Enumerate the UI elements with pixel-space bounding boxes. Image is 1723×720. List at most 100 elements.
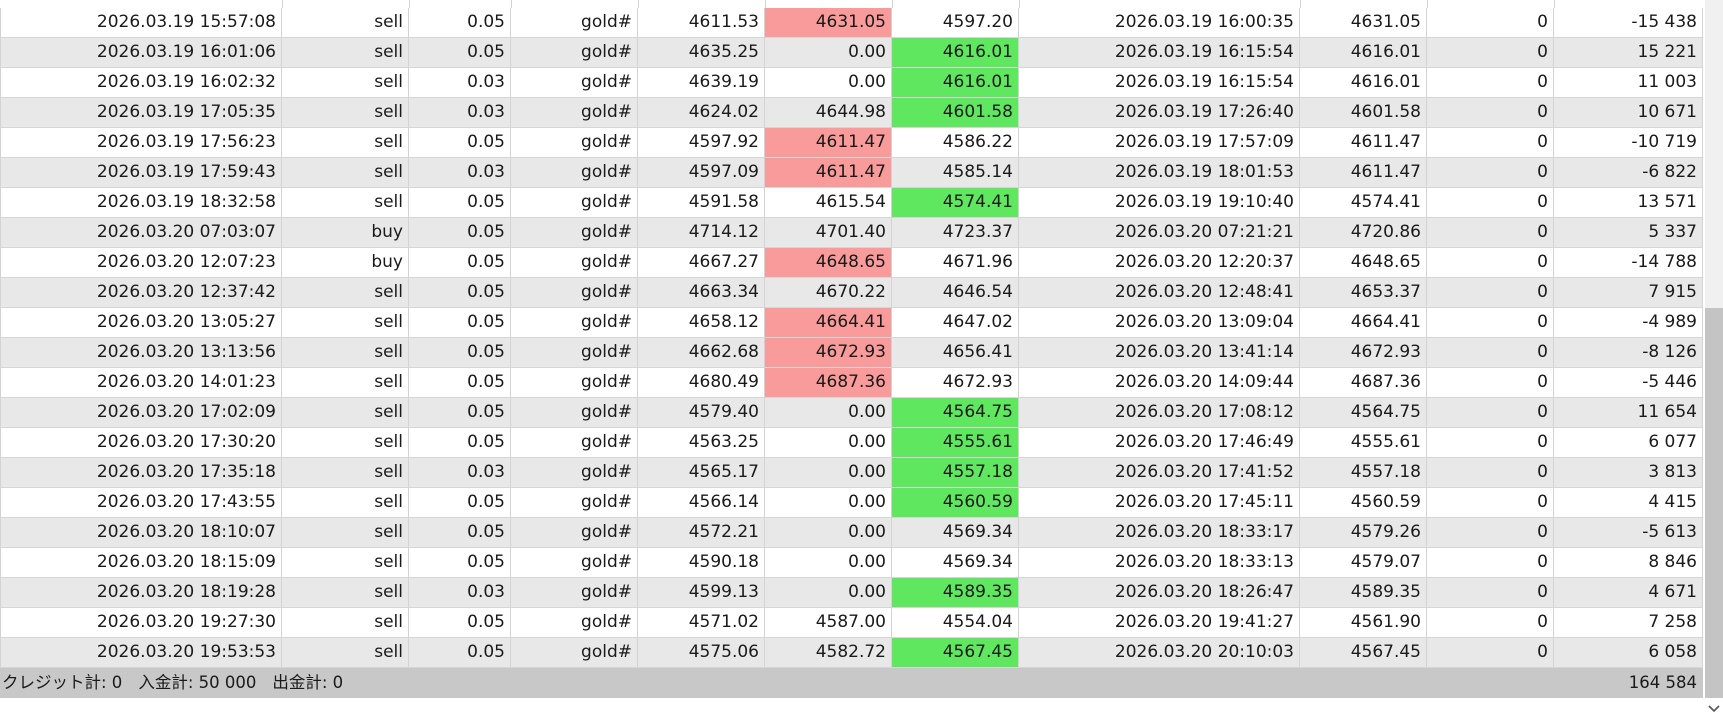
table-row[interactable]: 2026.03.20 13:13:56 sell 0.05 gold# 4662.68 4… <box>0 338 1703 368</box>
close-time-cell: 2026.03.20 18:33:17 <box>1019 518 1300 547</box>
table-row[interactable]: 2026.03.19 17:59:43 sell 0.03 gold# 4597.09 4… <box>0 158 1703 188</box>
symbol-cell: gold# <box>511 128 638 157</box>
table-row[interactable]: 2026.03.19 15:57:08 sell 0.05 gold# 4611.53 4… <box>0 8 1703 38</box>
table-row[interactable]: 2026.03.20 17:02:09 sell 0.05 gold# 4579.40 0… <box>0 398 1703 428</box>
table-row[interactable]: 2026.03.20 07:03:07 buy 0.05 gold# 4714.12 47… <box>0 218 1703 248</box>
table-row[interactable]: 2026.03.19 17:05:35 sell 0.03 gold# 4624.02 4… <box>0 98 1703 128</box>
volume-cell: 0.05 <box>409 488 511 517</box>
scrollbar-thumb[interactable] <box>1705 308 1723 698</box>
type-cell: buy <box>282 218 409 247</box>
symbol-cell: gold# <box>511 638 638 667</box>
open-price-cell: 4658.12 <box>638 308 765 337</box>
table-row[interactable]: 2026.03.20 18:10:07 sell 0.05 gold# 4572.21 0… <box>0 518 1703 548</box>
table-row[interactable]: 2026.03.20 12:07:23 buy 0.05 gold# 4667.27 46… <box>0 248 1703 278</box>
stop-loss-cell: 0.00 <box>765 488 892 517</box>
close-time-cell: 2026.03.20 13:41:14 <box>1019 338 1300 367</box>
take-profit-cell: 4601.58 <box>892 98 1019 127</box>
table-row[interactable]: 2026.03.20 17:35:18 sell 0.03 gold# 4565.17 0… <box>0 458 1703 488</box>
swap-cell: 0 <box>1427 458 1554 487</box>
volume-cell: 0.03 <box>409 578 511 607</box>
table-row[interactable]: 2026.03.20 19:27:30 sell 0.05 gold# 4571.02 4… <box>0 608 1703 638</box>
table-row[interactable]: 2026.03.20 14:01:23 sell 0.05 gold# 4680.49 4… <box>0 368 1703 398</box>
close-price-cell: 4574.41 <box>1300 188 1427 217</box>
volume-cell: 0.03 <box>409 458 511 487</box>
type-cell: sell <box>282 518 409 547</box>
open-price-cell: 4624.02 <box>638 98 765 127</box>
table-row[interactable]: 2026.03.19 17:56:23 sell 0.05 gold# 4597.92 4… <box>0 128 1703 158</box>
swap-cell: 0 <box>1427 38 1554 67</box>
take-profit-cell: 4647.02 <box>892 308 1019 337</box>
open-time-cell: 2026.03.20 12:07:23 <box>0 248 282 277</box>
volume-cell: 0.05 <box>409 638 511 667</box>
scroll-down-arrow-icon[interactable] <box>1705 700 1723 718</box>
close-time-cell: 2026.03.19 19:10:40 <box>1019 188 1300 217</box>
volume-cell: 0.05 <box>409 248 511 277</box>
stop-loss-cell: 0.00 <box>765 458 892 487</box>
close-time-cell: 2026.03.20 18:26:47 <box>1019 578 1300 607</box>
volume-cell: 0.05 <box>409 548 511 577</box>
swap-cell: 0 <box>1427 128 1554 157</box>
table-row[interactable]: 2026.03.20 18:19:28 sell 0.03 gold# 4599.13 0… <box>0 578 1703 608</box>
symbol-cell: gold# <box>511 578 638 607</box>
close-price-cell: 4555.61 <box>1300 428 1427 457</box>
take-profit-cell: 4569.34 <box>892 548 1019 577</box>
open-price-cell: 4667.27 <box>638 248 765 277</box>
trade-table-body: 2026.03.19 15:57:08 sell 0.05 gold# 4611.53 4… <box>0 8 1703 668</box>
table-row[interactable]: 2026.03.20 17:30:20 sell 0.05 gold# 4563.25 0… <box>0 428 1703 458</box>
symbol-cell: gold# <box>511 218 638 247</box>
close-time-cell: 2026.03.20 13:09:04 <box>1019 308 1300 337</box>
profit-cell: 6 077 <box>1554 428 1703 457</box>
volume-cell: 0.05 <box>409 278 511 307</box>
volume-cell: 0.05 <box>409 188 511 217</box>
profit-cell: 10 671 <box>1554 98 1703 127</box>
type-cell: sell <box>282 488 409 517</box>
take-profit-cell: 4569.34 <box>892 518 1019 547</box>
profit-cell: -15 438 <box>1554 8 1703 37</box>
symbol-cell: gold# <box>511 248 638 277</box>
table-row[interactable]: 2026.03.19 16:01:06 sell 0.05 gold# 4635.25 0… <box>0 38 1703 68</box>
account-summary-bar: クレジット計: 0 入金計: 50 000 出金計: 0 164 584 <box>0 668 1703 698</box>
profit-cell: -5 613 <box>1554 518 1703 547</box>
type-cell: sell <box>282 68 409 97</box>
symbol-cell: gold# <box>511 38 638 67</box>
stop-loss-cell: 4615.54 <box>765 188 892 217</box>
open-time-cell: 2026.03.20 19:53:53 <box>0 638 282 667</box>
table-row[interactable]: 2026.03.19 16:02:32 sell 0.03 gold# 4639.19 0… <box>0 68 1703 98</box>
stop-loss-cell: 4611.47 <box>765 128 892 157</box>
open-time-cell: 2026.03.20 17:43:55 <box>0 488 282 517</box>
swap-cell: 0 <box>1427 158 1554 187</box>
table-row[interactable]: 2026.03.20 17:43:55 sell 0.05 gold# 4566.14 0… <box>0 488 1703 518</box>
close-time-cell: 2026.03.19 16:15:54 <box>1019 38 1300 67</box>
profit-total: 164 584 <box>1628 673 1697 692</box>
take-profit-cell: 4560.59 <box>892 488 1019 517</box>
table-row[interactable]: 2026.03.20 19:53:53 sell 0.05 gold# 4575.06 4… <box>0 638 1703 668</box>
open-price-cell: 4599.13 <box>638 578 765 607</box>
close-price-cell: 4561.90 <box>1300 608 1427 637</box>
symbol-cell: gold# <box>511 458 638 487</box>
table-row[interactable]: 2026.03.20 12:37:42 sell 0.05 gold# 4663.34 4… <box>0 278 1703 308</box>
table-row[interactable]: 2026.03.20 13:05:27 sell 0.05 gold# 4658.12 4… <box>0 308 1703 338</box>
take-profit-cell: 4671.96 <box>892 248 1019 277</box>
open-time-cell: 2026.03.19 15:57:08 <box>0 8 282 37</box>
table-row[interactable]: 2026.03.20 18:15:09 sell 0.05 gold# 4590.18 0… <box>0 548 1703 578</box>
open-price-cell: 4575.06 <box>638 638 765 667</box>
close-price-cell: 4687.36 <box>1300 368 1427 397</box>
type-cell: sell <box>282 278 409 307</box>
open-time-cell: 2026.03.19 17:56:23 <box>0 128 282 157</box>
open-price-cell: 4635.25 <box>638 38 765 67</box>
close-price-cell: 4564.75 <box>1300 398 1427 427</box>
swap-cell: 0 <box>1427 308 1554 337</box>
symbol-cell: gold# <box>511 368 638 397</box>
type-cell: sell <box>282 548 409 577</box>
swap-cell: 0 <box>1427 428 1554 457</box>
swap-cell: 0 <box>1427 518 1554 547</box>
vertical-scrollbar[interactable] <box>1703 0 1723 720</box>
take-profit-cell: 4567.45 <box>892 638 1019 667</box>
close-price-cell: 4672.93 <box>1300 338 1427 367</box>
type-cell: buy <box>282 248 409 277</box>
close-price-cell: 4616.01 <box>1300 68 1427 97</box>
profit-cell: 4 671 <box>1554 578 1703 607</box>
volume-cell: 0.03 <box>409 158 511 187</box>
table-row[interactable]: 2026.03.19 18:32:58 sell 0.05 gold# 4591.58 4… <box>0 188 1703 218</box>
